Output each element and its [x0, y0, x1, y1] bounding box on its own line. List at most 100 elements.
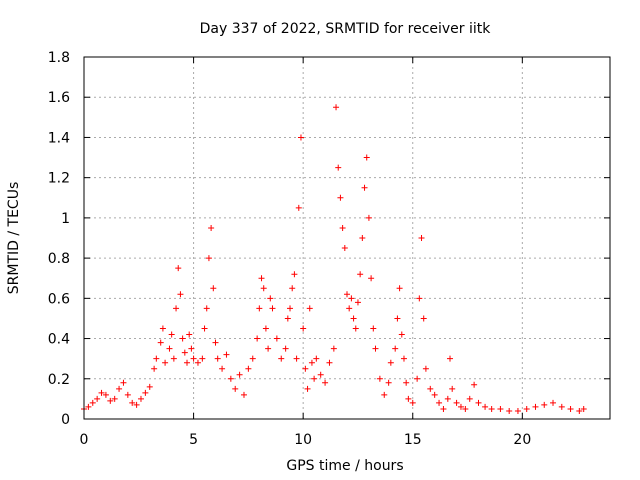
data-point: [166, 345, 173, 352]
y-tick-label: 1.6: [48, 90, 70, 106]
data-point: [199, 355, 206, 362]
data-point: [414, 375, 421, 382]
data-point: [111, 395, 118, 402]
data-point: [359, 235, 366, 241]
data-point: [462, 405, 469, 412]
data-point: [102, 391, 109, 398]
data-point: [422, 365, 429, 372]
data-point: [194, 359, 201, 366]
data-point: [181, 349, 188, 356]
data-point: [532, 403, 539, 410]
data-point: [284, 315, 291, 322]
data-point: [550, 399, 557, 406]
data-point: [208, 224, 215, 231]
x-tick-label: 5: [189, 432, 198, 448]
data-point: [398, 331, 405, 338]
data-point: [142, 389, 149, 396]
data-point: [265, 345, 272, 352]
data-point: [344, 291, 350, 298]
data-point: [245, 365, 252, 372]
y-tick-label: 0.4: [48, 332, 70, 348]
data-point: [541, 401, 548, 408]
y-tick-label: 0.8: [48, 251, 70, 267]
data-point: [317, 371, 324, 378]
data-point: [254, 335, 261, 342]
data-point: [186, 331, 193, 338]
data-point: [85, 403, 92, 410]
data-point: [151, 365, 158, 372]
data-points: [81, 104, 587, 414]
data-point: [175, 265, 182, 272]
data-point: [497, 405, 504, 412]
data-point: [405, 395, 412, 402]
data-point: [273, 335, 280, 342]
y-tick-label: 1: [61, 211, 70, 227]
data-point: [256, 305, 263, 312]
data-point: [107, 397, 114, 404]
x-tick-label: 10: [294, 432, 312, 448]
data-point: [580, 405, 587, 412]
data-point: [558, 403, 565, 410]
data-point: [302, 365, 309, 372]
data-point: [173, 305, 180, 312]
data-point: [227, 375, 234, 382]
y-tick-label: 0.6: [48, 291, 70, 307]
data-point: [269, 305, 276, 312]
data-point: [420, 315, 427, 322]
data-point: [466, 395, 473, 402]
data-point: [162, 359, 169, 366]
data-point: [350, 315, 357, 322]
data-point: [98, 389, 105, 396]
data-point: [431, 391, 438, 398]
x-tick-label: 0: [80, 432, 89, 448]
data-point: [289, 285, 296, 292]
data-point: [129, 399, 136, 406]
data-point: [153, 355, 160, 362]
data-point: [308, 359, 315, 366]
data-point: [357, 271, 364, 278]
data-point: [409, 399, 416, 406]
data-point: [282, 345, 289, 352]
data-point: [576, 407, 583, 414]
data-point: [523, 405, 530, 412]
data-point: [372, 345, 379, 352]
y-tick-label: 0.2: [48, 372, 70, 388]
data-point: [346, 305, 353, 312]
data-point: [205, 255, 212, 262]
data-point: [89, 399, 96, 406]
data-point: [365, 214, 372, 221]
data-point: [457, 403, 464, 410]
data-point: [348, 295, 355, 302]
data-point: [567, 405, 574, 412]
data-point: [184, 359, 191, 366]
data-point: [249, 355, 256, 362]
data-point: [385, 379, 392, 386]
data-point: [210, 285, 217, 292]
data-point: [133, 401, 140, 408]
data-point: [488, 405, 495, 412]
data-point: [370, 325, 377, 332]
data-point: [120, 379, 127, 386]
data-point: [190, 355, 197, 362]
data-point: [335, 164, 342, 171]
data-point: [403, 379, 410, 386]
grid: [84, 57, 610, 419]
data-point: [157, 339, 164, 346]
data-point: [449, 385, 456, 392]
data-point: [223, 351, 230, 358]
data-point: [436, 399, 443, 406]
data-point: [368, 275, 375, 282]
data-point: [146, 383, 153, 390]
data-point: [124, 391, 131, 398]
data-point: [240, 391, 247, 398]
data-point: [376, 375, 383, 382]
data-point: [179, 335, 186, 342]
data-point: [418, 235, 425, 241]
data-point: [258, 275, 265, 282]
data-point: [354, 299, 361, 306]
data-point: [203, 305, 210, 312]
data-point: [219, 365, 226, 372]
chart-title: Day 337 of 2022, SRMTID for receiver iit…: [200, 21, 492, 37]
y-axis-label: SRMTID / TECUs: [6, 182, 22, 295]
